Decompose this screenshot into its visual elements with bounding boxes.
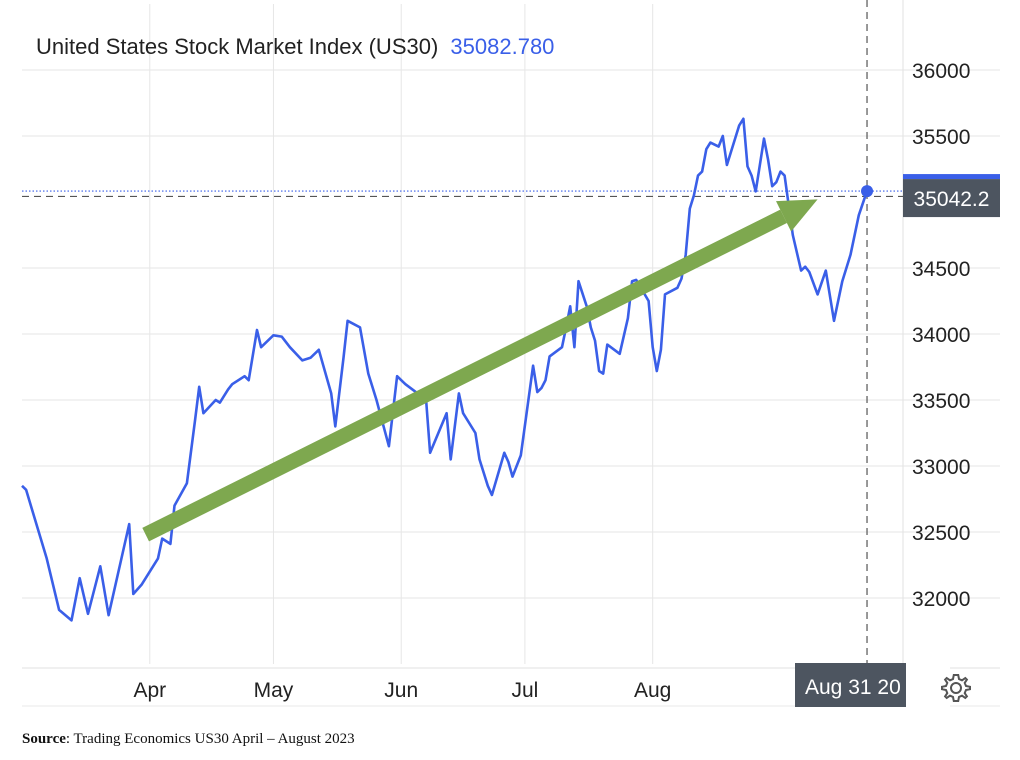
- last-value-marker: [861, 185, 874, 198]
- y-tick-label: 32000: [912, 588, 970, 611]
- x-tick-label: Jul: [511, 679, 538, 702]
- chart-title-name: United States Stock Market Index (US30): [36, 34, 439, 59]
- y-tick-label: 34000: [912, 324, 970, 347]
- y-tick-label: 33500: [912, 390, 970, 413]
- trend-arrow-shaft: [142, 209, 787, 542]
- y-tick-label: 34500: [912, 258, 970, 281]
- date-tag-label: Aug 31 20: [805, 676, 901, 699]
- x-tick-label: Jun: [384, 679, 418, 702]
- source-note: Source: Trading Economics US30 April – A…: [22, 731, 355, 748]
- y-tick-label: 33000: [912, 456, 970, 479]
- last-value-tag: [903, 174, 1000, 180]
- source-label: Source: [22, 731, 66, 747]
- x-axis: Apr May Jun Jul Aug: [133, 679, 671, 702]
- y-tick-label: 36000: [912, 60, 970, 83]
- y-axis: 32000 32500 33000 33500 34000 34500 35500 36000: [912, 60, 970, 611]
- trend-arrow-head: [776, 199, 818, 232]
- reference-lines: [22, 0, 903, 665]
- cursor-tags: 35042.2 Aug 31 20: [795, 174, 1000, 707]
- y-tick-label: 32500: [912, 522, 970, 545]
- series-line: [21, 117, 869, 622]
- gear-backdrop: [906, 663, 950, 707]
- annotation-layer: [142, 185, 874, 542]
- source-text: : Trading Economics US30 April – August …: [65, 731, 355, 747]
- price-tag-label: 35042.2: [914, 188, 990, 211]
- date-tag: [795, 663, 906, 707]
- x-tick-label: Aug: [634, 679, 671, 702]
- series-layer: [21, 117, 869, 622]
- gear-icon[interactable]: [938, 670, 974, 706]
- x-tick-label: May: [254, 679, 294, 702]
- x-tick-label: Apr: [133, 679, 166, 702]
- chart-title-value: 35082.780: [450, 34, 555, 59]
- chart-title: United States Stock Market Index (US30) …: [36, 34, 554, 60]
- y-tick-label: 35500: [912, 126, 970, 149]
- price-tag: [903, 179, 1000, 218]
